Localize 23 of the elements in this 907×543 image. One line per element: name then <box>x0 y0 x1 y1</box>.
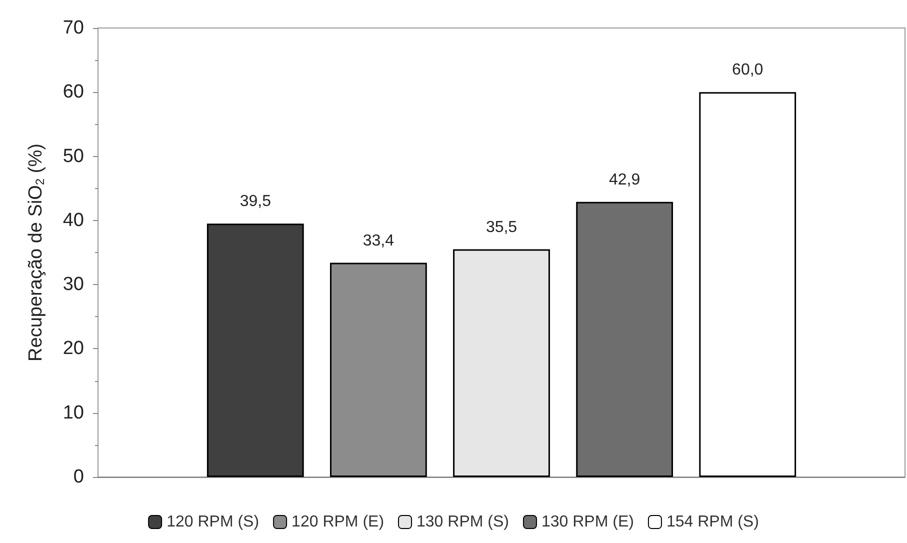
data-label: 39,5 <box>240 193 272 210</box>
bar <box>699 92 796 477</box>
bar <box>576 202 673 477</box>
legend-label: 120 RPM (E) <box>292 514 384 530</box>
y-tick-label: 30 <box>62 274 84 296</box>
y-tick-label: 70 <box>62 18 84 38</box>
y-tick-label: 50 <box>62 146 84 167</box>
y-tick-label: 20 <box>62 338 84 360</box>
data-label: 60,0 <box>732 62 764 79</box>
legend-label: 120 RPM (S) <box>166 514 260 530</box>
data-label: 42,9 <box>608 171 640 188</box>
y-tick-label: 0 <box>73 466 84 488</box>
data-label: 35,5 <box>486 218 518 236</box>
y-tick-label: 10 <box>62 402 84 424</box>
legend-label: 130 RPM (E) <box>541 514 634 530</box>
legend-label: 154 RPM (S) <box>666 514 759 530</box>
y-tick-label: 40 <box>62 210 84 231</box>
y-tick-label: 60 <box>62 82 84 103</box>
bar <box>453 249 550 477</box>
data-label: 33,4 <box>362 232 394 250</box>
y-axis-title: Recuperação de SiO2 (%) <box>26 144 47 362</box>
bar <box>206 224 304 477</box>
legend-label: 130 RPM (S) <box>416 514 509 530</box>
